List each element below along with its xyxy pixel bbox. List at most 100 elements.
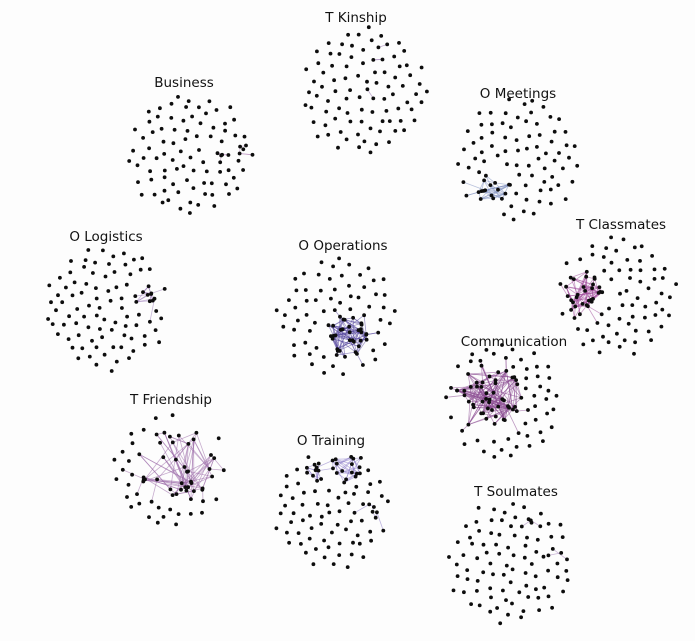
edge [335, 459, 338, 474]
node [326, 41, 331, 45]
node [524, 376, 529, 381]
edge [468, 386, 472, 425]
node [64, 285, 68, 290]
node [147, 299, 152, 304]
node [349, 455, 354, 459]
edge [363, 315, 367, 335]
edge [577, 291, 601, 296]
node [487, 374, 492, 379]
edge [467, 373, 503, 400]
node [361, 61, 365, 66]
node [392, 54, 397, 59]
node [178, 149, 183, 154]
node [609, 277, 614, 282]
node [481, 542, 486, 547]
network-communication [444, 343, 559, 459]
node [609, 235, 613, 240]
node [191, 437, 196, 442]
node [455, 540, 460, 544]
node [305, 470, 309, 475]
node [200, 510, 204, 515]
node [94, 313, 99, 318]
node [345, 565, 350, 569]
node [313, 320, 317, 325]
node [516, 148, 520, 153]
node [517, 590, 522, 595]
node [533, 417, 538, 422]
edge [156, 434, 203, 491]
node [293, 276, 298, 281]
node [536, 595, 541, 600]
node [160, 200, 165, 205]
node [226, 153, 231, 157]
node [561, 589, 565, 594]
node [371, 278, 376, 283]
node [580, 302, 585, 306]
node [564, 284, 568, 289]
node [473, 156, 478, 161]
node [371, 58, 376, 62]
node [412, 118, 417, 123]
node [161, 515, 166, 519]
edge [512, 377, 522, 398]
node [149, 291, 154, 296]
node [68, 270, 73, 275]
node [515, 115, 520, 120]
node [242, 134, 247, 139]
node [451, 588, 456, 593]
node [109, 328, 114, 332]
node [505, 162, 509, 167]
edge [342, 470, 356, 477]
node [576, 327, 580, 331]
node [74, 321, 79, 326]
node [308, 513, 312, 518]
node [578, 257, 583, 262]
node [184, 488, 189, 493]
edge [316, 460, 333, 468]
node [158, 440, 163, 445]
edge [560, 283, 569, 297]
node [370, 509, 375, 514]
node [498, 621, 503, 626]
node [602, 268, 607, 273]
node [504, 356, 508, 360]
node [278, 493, 283, 498]
network-t-soulmates [447, 502, 570, 626]
node [369, 38, 374, 43]
node [668, 295, 672, 300]
node [170, 493, 175, 497]
node [325, 503, 330, 508]
node [304, 298, 309, 303]
node [508, 580, 513, 585]
node [374, 292, 378, 297]
node [517, 172, 522, 177]
node [150, 130, 155, 135]
node [521, 209, 526, 214]
node [502, 510, 507, 515]
node [333, 333, 338, 338]
node [587, 298, 591, 303]
edge [354, 504, 370, 514]
node [328, 51, 333, 56]
node [352, 492, 356, 496]
node [220, 152, 225, 157]
node [159, 316, 164, 321]
node [366, 468, 371, 473]
node [56, 332, 60, 336]
node [571, 300, 575, 305]
node [148, 319, 152, 324]
node [287, 298, 291, 302]
node [152, 192, 157, 197]
node [488, 561, 493, 566]
node [162, 287, 167, 291]
edge [335, 458, 353, 473]
node [568, 275, 573, 280]
node [322, 538, 326, 543]
node [650, 254, 654, 258]
node [141, 136, 146, 140]
node [490, 122, 494, 127]
node [571, 277, 576, 281]
node [560, 535, 565, 539]
node [554, 393, 559, 398]
node [354, 471, 359, 476]
